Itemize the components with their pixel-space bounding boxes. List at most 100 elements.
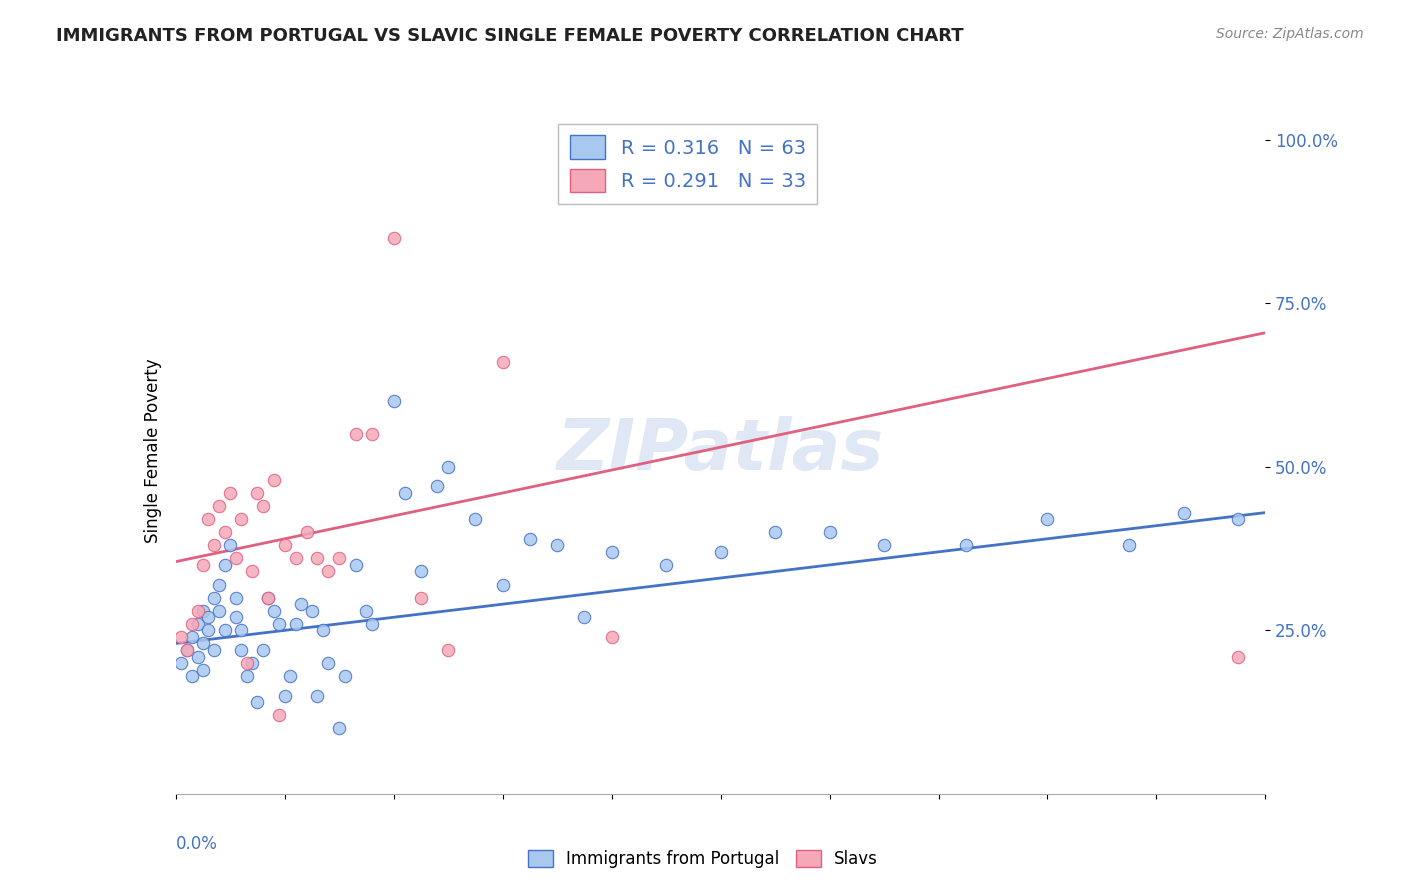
Point bbox=[344, 558, 367, 572]
Y-axis label: Single Female Poverty: Single Female Poverty bbox=[143, 359, 162, 542]
Point bbox=[186, 616, 209, 631]
Point bbox=[225, 591, 247, 605]
Point bbox=[344, 427, 367, 442]
Point bbox=[170, 656, 193, 670]
Point bbox=[170, 630, 193, 644]
Point bbox=[301, 604, 323, 618]
Point bbox=[307, 551, 329, 566]
Legend: R = 0.316   N = 63, R = 0.291   N = 33: R = 0.316 N = 63, R = 0.291 N = 33 bbox=[558, 124, 817, 204]
Point bbox=[360, 427, 382, 442]
Point bbox=[240, 565, 263, 579]
Point bbox=[246, 695, 269, 709]
Point bbox=[1227, 512, 1250, 526]
Point bbox=[318, 656, 340, 670]
Point bbox=[235, 669, 257, 683]
Point bbox=[231, 624, 253, 638]
Point bbox=[176, 643, 198, 657]
Point bbox=[208, 604, 231, 618]
Point bbox=[437, 643, 460, 657]
Point bbox=[655, 558, 678, 572]
Point bbox=[312, 624, 335, 638]
Point bbox=[333, 669, 356, 683]
Point bbox=[318, 565, 340, 579]
Point bbox=[873, 538, 896, 552]
Point bbox=[197, 512, 219, 526]
Point bbox=[214, 624, 236, 638]
Point bbox=[246, 486, 269, 500]
Point bbox=[181, 669, 204, 683]
Point bbox=[219, 486, 242, 500]
Point bbox=[231, 643, 253, 657]
Point bbox=[214, 525, 236, 540]
Point bbox=[382, 231, 405, 245]
Point bbox=[269, 708, 291, 723]
Point bbox=[409, 565, 432, 579]
Point bbox=[186, 649, 209, 664]
Point bbox=[1227, 649, 1250, 664]
Point bbox=[307, 689, 329, 703]
Point bbox=[240, 656, 263, 670]
Point bbox=[437, 459, 460, 474]
Point bbox=[176, 643, 198, 657]
Point bbox=[1118, 538, 1140, 552]
Point bbox=[186, 604, 209, 618]
Point bbox=[225, 610, 247, 624]
Text: ZIPatlas: ZIPatlas bbox=[557, 416, 884, 485]
Point bbox=[263, 604, 285, 618]
Point bbox=[269, 616, 291, 631]
Point bbox=[600, 545, 623, 559]
Point bbox=[208, 577, 231, 591]
Point bbox=[208, 499, 231, 513]
Point bbox=[191, 636, 214, 650]
Point bbox=[284, 616, 307, 631]
Point bbox=[191, 663, 214, 677]
Point bbox=[252, 499, 274, 513]
Point bbox=[955, 538, 977, 552]
Point bbox=[263, 473, 285, 487]
Point bbox=[394, 486, 416, 500]
Point bbox=[191, 604, 214, 618]
Point bbox=[1173, 506, 1195, 520]
Point bbox=[214, 558, 236, 572]
Point bbox=[235, 656, 257, 670]
Point bbox=[197, 624, 219, 638]
Point bbox=[763, 525, 786, 540]
Point bbox=[181, 616, 204, 631]
Point bbox=[328, 551, 350, 566]
Text: IMMIGRANTS FROM PORTUGAL VS SLAVIC SINGLE FEMALE POVERTY CORRELATION CHART: IMMIGRANTS FROM PORTUGAL VS SLAVIC SINGL… bbox=[56, 27, 965, 45]
Point bbox=[295, 525, 318, 540]
Point bbox=[519, 532, 541, 546]
Point bbox=[252, 643, 274, 657]
Point bbox=[257, 591, 280, 605]
Point bbox=[328, 722, 350, 736]
Point bbox=[546, 538, 568, 552]
Point bbox=[356, 604, 378, 618]
Point bbox=[492, 355, 515, 369]
Point bbox=[818, 525, 841, 540]
Text: Source: ZipAtlas.com: Source: ZipAtlas.com bbox=[1216, 27, 1364, 41]
Point bbox=[202, 643, 225, 657]
Point bbox=[225, 551, 247, 566]
Point bbox=[409, 591, 432, 605]
Point bbox=[181, 630, 204, 644]
Point bbox=[202, 538, 225, 552]
Point bbox=[492, 577, 515, 591]
Point bbox=[197, 610, 219, 624]
Point bbox=[426, 479, 449, 493]
Legend: Immigrants from Portugal, Slavs: Immigrants from Portugal, Slavs bbox=[522, 843, 884, 875]
Point bbox=[219, 538, 242, 552]
Point bbox=[274, 689, 297, 703]
Point bbox=[600, 630, 623, 644]
Point bbox=[360, 616, 382, 631]
Point bbox=[278, 669, 301, 683]
Point bbox=[1036, 512, 1059, 526]
Point bbox=[574, 610, 596, 624]
Point bbox=[284, 551, 307, 566]
Point bbox=[231, 512, 253, 526]
Point bbox=[202, 591, 225, 605]
Point bbox=[274, 538, 297, 552]
Point bbox=[710, 545, 733, 559]
Point bbox=[290, 597, 312, 611]
Point bbox=[257, 591, 280, 605]
Point bbox=[382, 394, 405, 409]
